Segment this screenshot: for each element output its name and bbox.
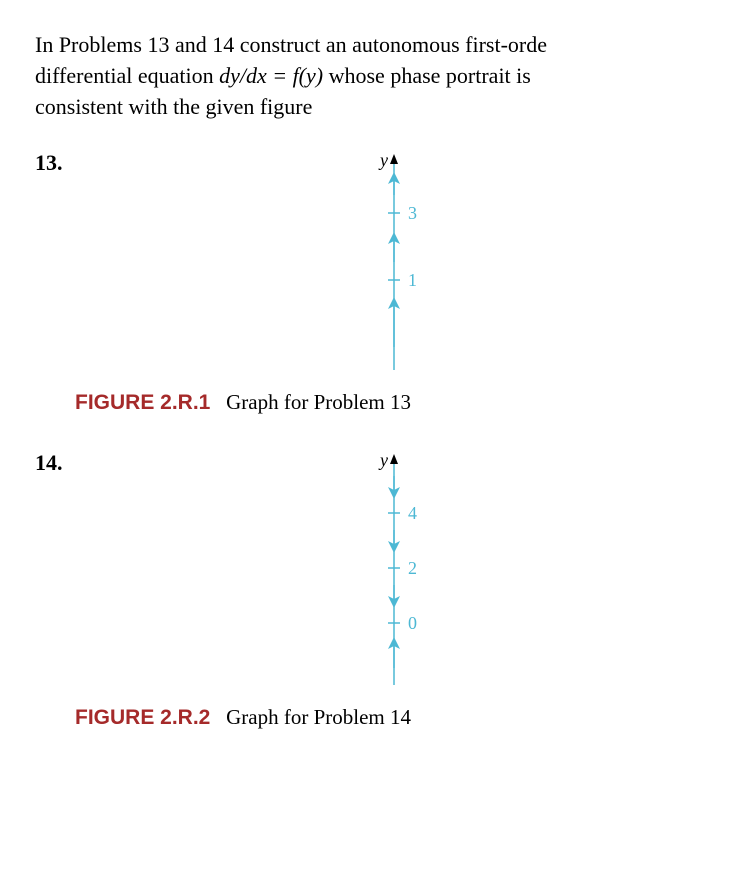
figure-1-label: FIGURE 2.R.1	[75, 391, 210, 414]
intro-line2-prefix: differential equation	[35, 63, 219, 88]
problem-14-number: 14.	[35, 450, 85, 476]
intro-line3: consistent with the given figure	[35, 94, 312, 119]
intro-line2-suffix: whose phase portrait is	[323, 63, 531, 88]
figure-2-label: FIGURE 2.R.2	[75, 706, 210, 729]
svg-text:0: 0	[408, 613, 417, 633]
svg-text:1: 1	[408, 270, 417, 290]
svg-text:2: 2	[408, 558, 417, 578]
svg-text:y: y	[378, 450, 388, 470]
problem-14-diagram: y 4 2 0	[85, 450, 702, 690]
figure-1-text: Graph for Problem 13	[226, 390, 411, 414]
intro-equation: dy/dx = f(y)	[219, 63, 323, 88]
phase-portrait-14: y 4 2 0	[294, 450, 494, 690]
phase-portrait-13: y 3 1	[294, 150, 494, 375]
problem-13-number: 13.	[35, 150, 85, 176]
figure-2-caption: FIGURE 2.R.2 Graph for Problem 14	[75, 705, 702, 730]
figure-2-text: Graph for Problem 14	[226, 705, 411, 729]
intro-paragraph: In Problems 13 and 14 construct an auton…	[35, 30, 702, 122]
svg-text:3: 3	[408, 203, 417, 223]
intro-line1: In Problems 13 and 14 construct an auton…	[35, 32, 547, 57]
figure-1-caption: FIGURE 2.R.1 Graph for Problem 13	[75, 390, 702, 415]
problem-14-row: 14. y 4 2 0	[35, 450, 702, 690]
problem-13-diagram: y 3 1	[85, 150, 702, 375]
svg-text:y: y	[378, 150, 388, 170]
svg-text:4: 4	[408, 503, 417, 523]
problem-13-row: 13. y 3 1	[35, 150, 702, 375]
